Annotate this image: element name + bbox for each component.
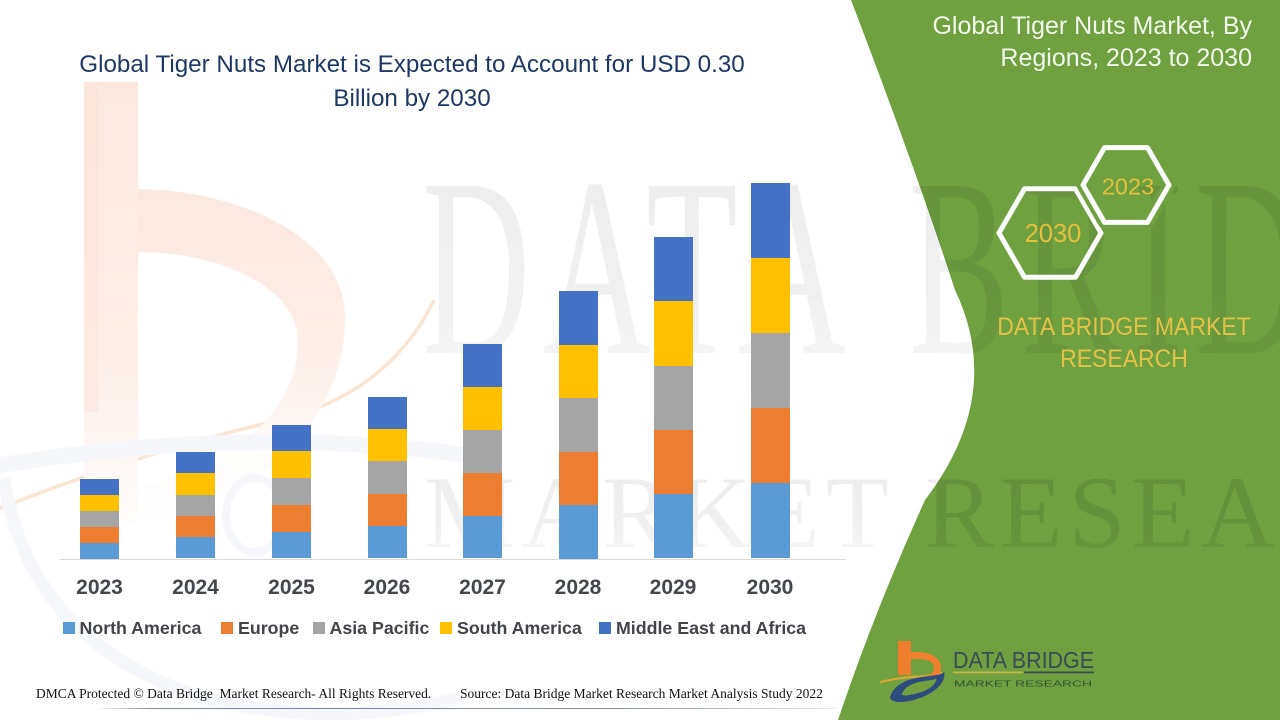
svg-text:MARKET RESEARCH: MARKET RESEARCH bbox=[954, 680, 1092, 689]
svg-text:2030: 2030 bbox=[1025, 220, 1082, 248]
svg-text:DATA BRIDGE: DATA BRIDGE bbox=[953, 647, 1094, 673]
svg-text:2023: 2023 bbox=[1102, 174, 1154, 200]
